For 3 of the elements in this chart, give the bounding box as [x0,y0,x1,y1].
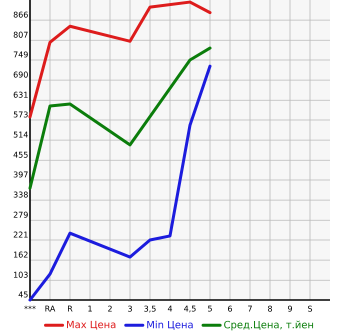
legend-label: Сред.Цена, т.йен [224,320,314,330]
legend-label: Max Цена [67,320,116,330]
legend-label: Min Цена [147,320,193,330]
